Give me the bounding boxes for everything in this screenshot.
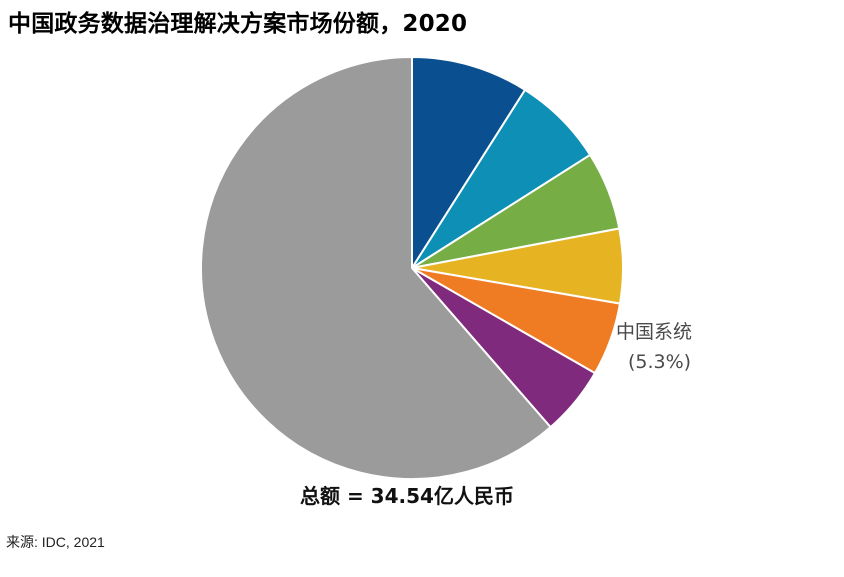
source-note: 来源: IDC, 2021	[6, 534, 105, 550]
callout-percent: (5.3%)	[628, 351, 692, 373]
pie-slice-7	[200, 56, 552, 480]
total-label: 总额 = 34.54亿人民币	[300, 484, 514, 508]
callout-label: 中国系统	[616, 321, 693, 343]
pie-slice-1	[411, 56, 527, 269]
slice-callout: 中国系统 (5.3%)	[616, 317, 692, 377]
chart-title: 中国政务数据治理解决方案市场份额，2020	[8, 11, 468, 37]
